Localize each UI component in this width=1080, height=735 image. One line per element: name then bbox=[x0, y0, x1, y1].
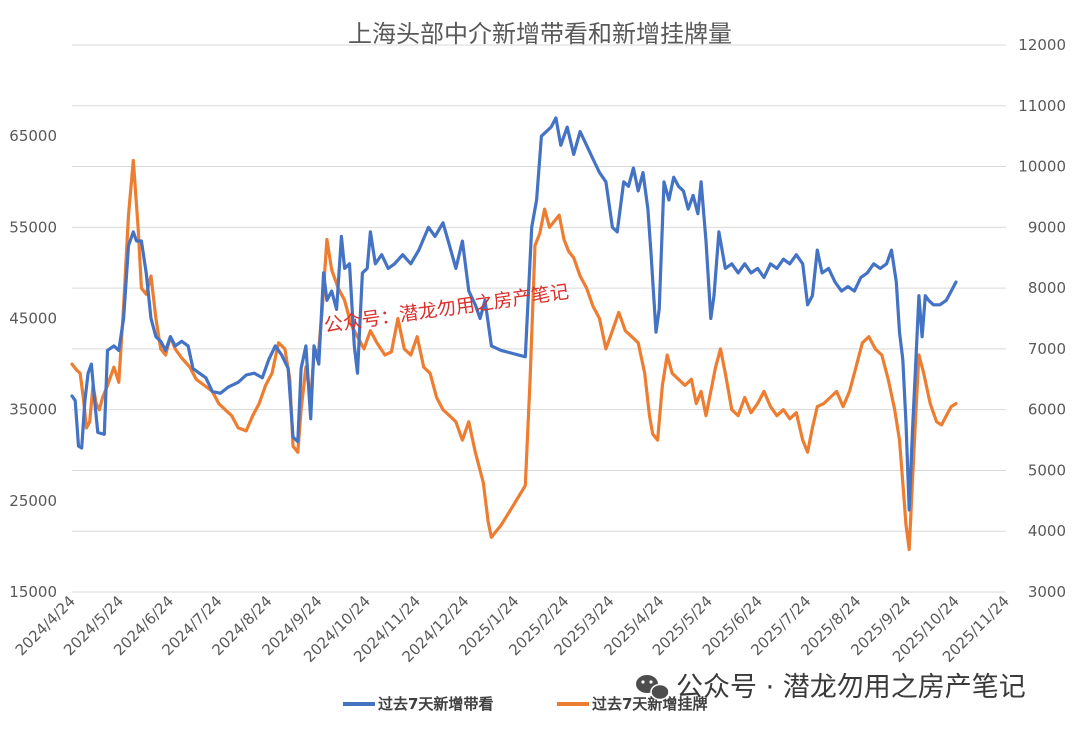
legend-label: 过去7天新增挂牌 bbox=[592, 695, 707, 713]
y-left-tick-label: 55000 bbox=[9, 218, 57, 236]
series-line-1 bbox=[70, 116, 958, 512]
x-axis: 2024/4/242024/5/242024/6/242024/7/242024… bbox=[12, 592, 1013, 666]
y-right-tick-label: 5000 bbox=[1028, 461, 1066, 479]
footer-watermark: 公众号 · 潜龙勿用之房产笔记 bbox=[636, 672, 1026, 703]
y-left-tick-label: 65000 bbox=[9, 127, 57, 145]
y-axis-left: 15000 25000 35000 45000 55000 65000 bbox=[9, 127, 57, 601]
y-left-tick-label: 45000 bbox=[9, 310, 57, 328]
chart-title: 上海头部中介新增带看和新增挂牌量 bbox=[348, 20, 732, 48]
y-axis-right: 3000 4000 5000 6000 7000 8000 9000 10000 11000 12… bbox=[1018, 36, 1066, 601]
footer-watermark-text: 公众号 · 潜龙勿用之房产笔记 bbox=[676, 672, 1026, 703]
legend-label: 过去7天新增带看 bbox=[378, 695, 493, 713]
gridlines bbox=[72, 44, 1006, 593]
y-left-tick-label: 25000 bbox=[9, 492, 57, 510]
y-right-tick-label: 10000 bbox=[1018, 158, 1066, 176]
y-right-tick-label: 3000 bbox=[1028, 583, 1066, 601]
y-left-tick-label: 15000 bbox=[9, 583, 57, 601]
y-right-tick-label: 11000 bbox=[1018, 97, 1066, 115]
series-group bbox=[70, 116, 958, 552]
y-right-tick-label: 7000 bbox=[1028, 340, 1066, 358]
y-right-tick-label: 6000 bbox=[1028, 401, 1066, 419]
series-line-2 bbox=[70, 158, 958, 552]
wechat-icon bbox=[636, 675, 670, 701]
y-right-tick-label: 12000 bbox=[1018, 36, 1066, 54]
y-right-tick-label: 8000 bbox=[1028, 279, 1066, 297]
y-left-tick-label: 35000 bbox=[9, 401, 57, 419]
y-right-tick-label: 9000 bbox=[1028, 218, 1066, 236]
y-right-tick-label: 4000 bbox=[1028, 522, 1066, 540]
legend: 过去7天新增带看 过去7天新增挂牌 bbox=[343, 695, 707, 713]
